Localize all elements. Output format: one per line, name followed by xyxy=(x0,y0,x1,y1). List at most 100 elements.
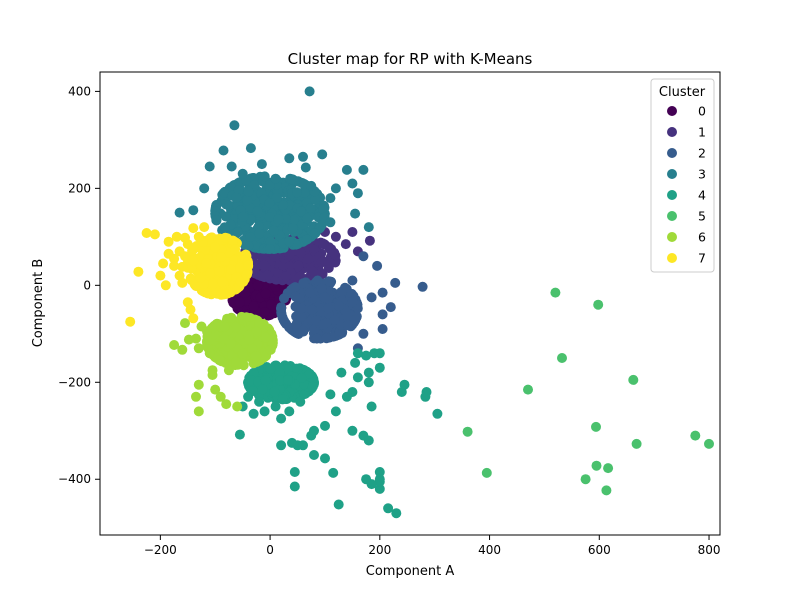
data-point xyxy=(334,300,344,311)
data-point xyxy=(251,326,262,337)
data-point xyxy=(284,322,295,333)
data-point xyxy=(330,231,341,242)
legend-label: 3 xyxy=(698,167,706,182)
data-point xyxy=(299,187,310,198)
data-point xyxy=(233,185,244,195)
data-point xyxy=(277,394,288,405)
data-point xyxy=(374,348,385,359)
data-point xyxy=(218,334,229,345)
x-tick-label: 600 xyxy=(588,543,611,557)
series-1 xyxy=(237,227,375,286)
x-tick-label: 0 xyxy=(266,543,274,557)
data-point xyxy=(177,277,188,288)
data-point xyxy=(216,276,227,287)
data-point xyxy=(325,217,336,228)
data-point xyxy=(180,318,190,329)
data-point xyxy=(295,396,306,407)
data-point xyxy=(377,287,388,298)
data-point xyxy=(234,429,245,440)
data-point xyxy=(283,375,293,385)
data-point xyxy=(177,261,188,272)
legend-label: 6 xyxy=(698,230,706,245)
data-point xyxy=(204,348,215,359)
data-point xyxy=(261,220,272,231)
data-point xyxy=(317,149,328,160)
axes-frame xyxy=(99,71,721,536)
data-point xyxy=(557,353,567,363)
data-point xyxy=(352,372,363,383)
data-point xyxy=(340,282,350,293)
legend-label: 0 xyxy=(698,104,706,119)
data-point xyxy=(195,272,206,283)
data-point xyxy=(318,238,329,249)
data-point xyxy=(307,266,318,277)
data-point xyxy=(340,239,351,250)
data-point xyxy=(329,247,340,258)
data-point xyxy=(259,171,270,182)
x-tick-label: 200 xyxy=(368,543,391,557)
data-point xyxy=(259,307,270,317)
data-point xyxy=(241,312,252,323)
data-point xyxy=(193,343,204,354)
data-point xyxy=(260,288,271,299)
data-point xyxy=(325,193,336,204)
data-point xyxy=(214,266,225,277)
data-point xyxy=(174,207,185,218)
data-point xyxy=(237,168,248,179)
data-point xyxy=(215,391,226,402)
data-point xyxy=(318,204,329,215)
data-point xyxy=(224,200,234,211)
data-point xyxy=(188,205,199,216)
data-point xyxy=(193,231,204,242)
data-point xyxy=(363,222,374,233)
data-point xyxy=(307,304,317,315)
data-point xyxy=(309,425,319,436)
series-3 xyxy=(174,86,374,254)
data-point xyxy=(301,213,312,224)
y-tick-label: −200 xyxy=(58,375,91,389)
data-point xyxy=(280,214,291,224)
data-point xyxy=(296,303,307,314)
data-point xyxy=(390,277,401,288)
data-point xyxy=(363,435,374,446)
data-point xyxy=(182,239,193,250)
data-point xyxy=(234,297,245,308)
data-point xyxy=(347,296,358,307)
legend-item-2: 2 xyxy=(667,146,706,161)
data-point xyxy=(298,151,308,162)
data-point xyxy=(385,302,396,313)
data-point xyxy=(245,232,256,242)
data-point xyxy=(320,420,330,431)
data-point xyxy=(219,187,230,198)
points-layer xyxy=(125,86,714,519)
data-point xyxy=(307,381,318,392)
data-point xyxy=(205,268,216,279)
data-point xyxy=(180,251,190,262)
data-point xyxy=(202,326,212,337)
data-point xyxy=(333,499,344,510)
data-point xyxy=(220,232,231,243)
data-point xyxy=(160,280,171,291)
data-point xyxy=(238,360,249,371)
data-point xyxy=(188,255,199,266)
data-point xyxy=(149,229,160,240)
legend-item-5: 5 xyxy=(667,209,706,224)
legend-label: 2 xyxy=(698,146,706,161)
data-point xyxy=(188,223,199,234)
data-point xyxy=(234,262,245,273)
data-point xyxy=(293,260,304,271)
data-point xyxy=(324,276,335,287)
legend-item-1: 1 xyxy=(667,125,706,140)
data-point xyxy=(292,187,302,198)
data-point xyxy=(363,367,374,378)
data-point xyxy=(462,426,473,437)
data-point xyxy=(240,240,251,250)
data-point xyxy=(628,374,639,385)
data-point xyxy=(253,376,264,387)
data-point xyxy=(252,280,263,291)
data-point xyxy=(374,362,385,373)
data-point xyxy=(310,194,321,205)
data-point xyxy=(377,324,388,334)
data-point xyxy=(278,200,289,211)
y-tick-label: −400 xyxy=(58,472,91,486)
